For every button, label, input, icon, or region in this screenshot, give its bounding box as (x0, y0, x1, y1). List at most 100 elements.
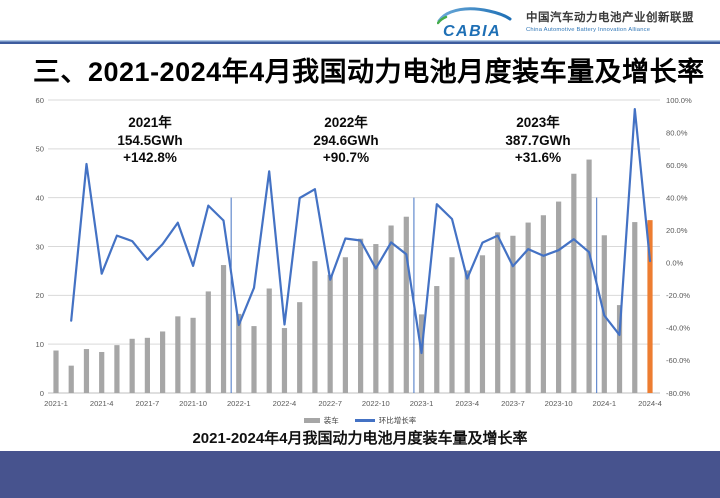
logo-text: CABIA (443, 23, 501, 40)
x-axis-tick-label: 2024-4 (638, 399, 662, 408)
bar-2021-9 (175, 316, 181, 393)
x-axis-tick-label: 2023-10 (545, 399, 573, 408)
chart-legend: 装车 环比增长率 (0, 415, 720, 426)
alliance-name-cn: 中国汽车动力电池产业创新联盟 (526, 12, 694, 25)
annotation-total: 387.7GWh (505, 132, 571, 148)
alliance-names: 中国汽车动力电池产业创新联盟 China Automotive Battery … (526, 12, 694, 34)
annotation-total: 154.5GWh (117, 132, 183, 148)
bar-2023-2 (434, 286, 440, 393)
annotation-year: 2021年 (128, 115, 172, 130)
x-axis-tick-label: 2022-10 (362, 399, 390, 408)
chart-caption: 2021-2024年4月我国动力电池月度装车量及增长率 (192, 430, 528, 447)
y2-axis-tick-label: 40.0% (666, 193, 688, 202)
y-axis-tick-label: 20 (36, 291, 44, 300)
bar-2022-9 (358, 238, 364, 393)
bar-2021-1 (53, 350, 59, 393)
y-axis-tick-label: 0 (40, 389, 44, 398)
bar-2022-6 (312, 261, 318, 393)
growth-rate-line (70, 108, 652, 355)
bar-2022-11 (388, 225, 394, 393)
bar-2023-9 (540, 215, 546, 393)
header-divider (0, 40, 720, 44)
bar-2021-8 (160, 331, 166, 393)
bar-2023-10 (556, 201, 562, 393)
y-axis-tick-label: 50 (36, 145, 44, 154)
x-axis-tick-label: 2021-4 (90, 399, 114, 408)
y-axis-tick-label: 10 (36, 340, 44, 349)
annotation-2022: 2022年 294.6GWh +90.7% (280, 114, 412, 167)
legend-item-bar: 装车 (303, 415, 339, 426)
y-axis-tick-label: 60 (36, 96, 44, 105)
x-axis-tick-label: 2021-7 (136, 399, 160, 408)
y2-axis-tick-label: -40.0% (666, 324, 690, 333)
legend-line-label: 环比增长率 (378, 416, 417, 425)
bar-2021-4 (99, 351, 105, 393)
y-axis-tick-label: 30 (36, 242, 44, 251)
bar-2022-8 (342, 257, 348, 393)
bar-2021-6 (129, 338, 135, 393)
bar-2022-12 (403, 216, 409, 393)
bar-2021-11 (205, 291, 211, 393)
annotation-yoy: +142.8% (123, 150, 177, 165)
bar-2024-2 (616, 305, 623, 393)
bar-2022-2 (251, 326, 257, 393)
x-axis-tick-label: 2021-1 (44, 399, 68, 408)
y2-axis-tick-label: 20.0% (666, 226, 688, 235)
x-axis-tick-label: 2022-1 (227, 399, 251, 408)
header-logo: CABIA 中国汽车动力电池产业创新联盟 China Automotive Ba… (437, 6, 694, 40)
y2-axis-tick-label: 80.0% (666, 128, 688, 137)
x-axis-tick-label: 2021-10 (179, 399, 207, 408)
y2-axis-tick-label: -80.0% (666, 389, 690, 398)
bar-2022-7 (327, 274, 333, 393)
green-accent-icon (437, 15, 448, 25)
bar-2022-4 (281, 328, 288, 393)
y2-axis-tick-label: 0.0% (666, 259, 684, 268)
bar-2022-5 (297, 302, 303, 393)
cabia-logo-icon: CABIA (437, 7, 512, 40)
bar-2023-5 (479, 255, 486, 393)
bar-2023-11 (571, 173, 577, 393)
bar-2024-3 (632, 222, 638, 393)
legend-bar-label: 装车 (323, 416, 339, 425)
alliance-name-en: China Automotive Battery Innovation Alli… (526, 27, 651, 34)
x-axis-tick-label: 2022-4 (273, 399, 297, 408)
x-axis-tick-label: 2022-7 (318, 399, 342, 408)
bar-2023-4 (464, 270, 470, 393)
x-axis-tick-label: 2023-1 (410, 399, 434, 408)
bar-2022-1 (236, 313, 242, 393)
y2-axis-tick-label: -20.0% (666, 291, 690, 300)
y-axis-tick-label: 40 (36, 193, 44, 202)
x-axis-tick-label: 2023-7 (501, 399, 525, 408)
annotation-yoy: +90.7% (322, 150, 370, 165)
car-swoosh-icon (437, 7, 512, 23)
bar-2021-12 (220, 265, 227, 393)
bar-2023-6 (495, 232, 501, 393)
bar-2021-5 (114, 345, 120, 393)
x-axis-tick-label: 2023-4 (455, 399, 479, 408)
annotation-year: 2023年 (516, 115, 560, 130)
bar-2021-7 (144, 337, 150, 393)
bar-2021-2 (68, 365, 74, 393)
bar-swatch-icon (303, 418, 320, 423)
bar-2023-8 (525, 222, 531, 393)
y2-axis-tick-label: 60.0% (666, 161, 688, 170)
annotation-2023: 2023年 387.7GWh +31.6% (472, 114, 604, 167)
bar-2024-4 (647, 220, 653, 393)
annotation-2021: 2021年 154.5GWh +142.8% (84, 114, 216, 167)
legend-item-line: 环比增长率 (354, 415, 417, 426)
combo-chart: 0 10 20 30 40 50 60 100.0% 80.0% 60.0% 40.0% 20.0% 0… (36, 96, 692, 408)
footer-bar (0, 451, 720, 498)
x-axis-tick-label: 2024-1 (592, 399, 616, 408)
bar-2021-10 (190, 317, 196, 393)
line-swatch-icon (354, 419, 375, 422)
annotation-total: 294.6GWh (313, 132, 379, 148)
bar-2023-12 (586, 159, 592, 393)
bar-2023-7 (510, 235, 516, 393)
bar-2022-10 (373, 244, 379, 393)
page-title: 三、2021-2024年4月我国动力电池月度装车量及增长率 (33, 57, 705, 87)
bar-2023-3 (449, 257, 455, 393)
y2-axis-tick-label: -60.0% (666, 356, 690, 365)
y2-axis-tick-label: 100.0% (666, 96, 692, 105)
annotation-yoy: +31.6% (514, 150, 562, 165)
